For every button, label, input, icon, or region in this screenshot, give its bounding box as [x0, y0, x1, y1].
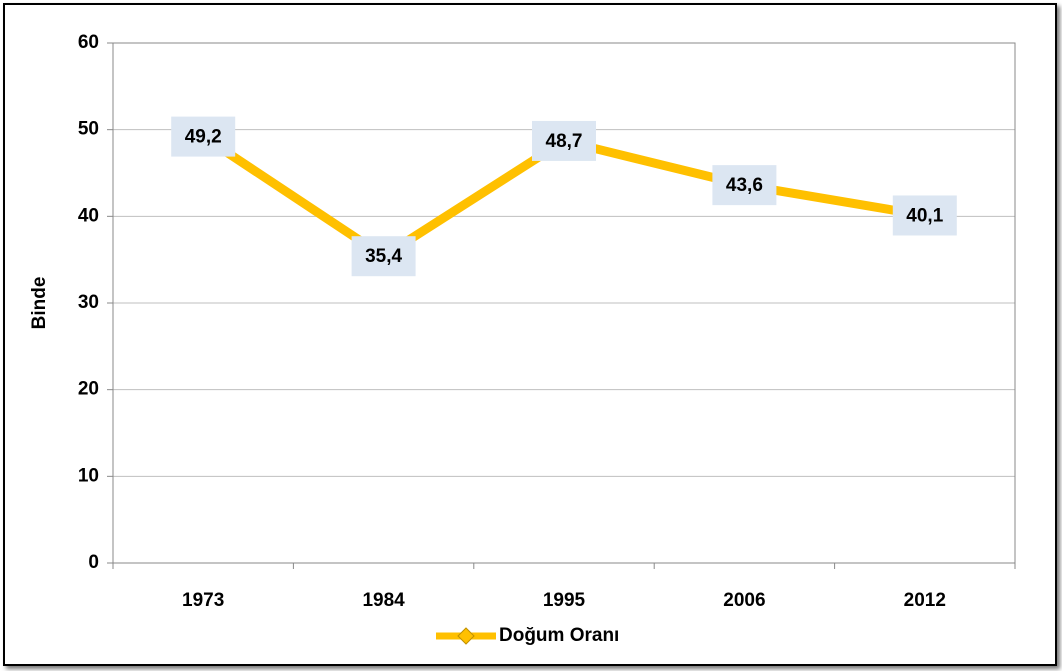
legend-label: Doğum Oranı: [499, 625, 619, 646]
x-tick-label: 1995: [543, 590, 586, 611]
x-tick-label: 1973: [182, 590, 224, 611]
y-tick-label: 50: [78, 119, 99, 140]
y-tick-label: 40: [78, 205, 99, 226]
x-tick-label: 2012: [904, 590, 946, 611]
data-label-box: [351, 236, 416, 277]
chart-frame: [3, 3, 1057, 666]
y-tick-label: 10: [78, 465, 99, 486]
data-label: 43,6: [726, 175, 763, 196]
y-tick-label: 20: [78, 379, 99, 400]
data-label-box: [532, 120, 596, 161]
data-label: 40,1: [906, 205, 943, 226]
legend-marker: [457, 627, 475, 645]
x-tick-label: 2006: [723, 590, 765, 611]
data-label-box: [892, 195, 957, 236]
x-tick-label: 1984: [362, 590, 405, 611]
y-tick-label: 30: [78, 292, 99, 313]
data-label: 35,4: [365, 246, 402, 267]
data-label-box: [712, 165, 777, 206]
data-label-box: [171, 116, 236, 157]
y-tick-label: 0: [88, 552, 99, 573]
data-label: 48,7: [546, 131, 583, 152]
plot-area: [112, 42, 1016, 564]
data-label: 49,2: [185, 127, 222, 148]
y-tick-label: 60: [78, 32, 99, 53]
y-axis-label: Binde: [29, 277, 50, 330]
